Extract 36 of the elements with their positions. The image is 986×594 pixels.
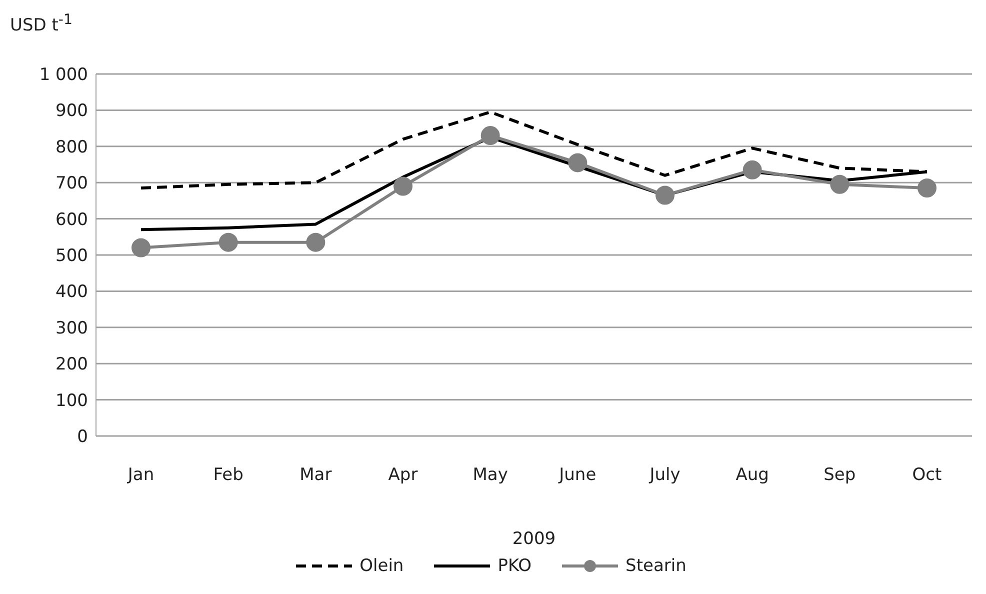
y-tick-label: 0 <box>77 427 88 448</box>
point <box>480 126 500 146</box>
y-tick-label: 1 000 <box>39 65 88 86</box>
point <box>306 232 326 252</box>
point <box>218 232 238 252</box>
x-tick-label: June <box>558 465 596 486</box>
legend-label: Olein <box>360 556 404 576</box>
y-tick-label: 200 <box>56 354 88 375</box>
y-tick-label: 900 <box>56 101 88 122</box>
y-tick-label: 600 <box>56 210 88 230</box>
legend-label: PKO <box>498 556 532 576</box>
x-tick-label: Jan <box>126 465 154 486</box>
legend-label: Stearin <box>626 556 686 576</box>
y-tick-label: 700 <box>56 174 88 194</box>
y-tick-label: 800 <box>56 137 88 158</box>
y-tick-label: 500 <box>56 246 88 266</box>
x-tick-label: Oct <box>912 465 942 486</box>
y-tick-label: 300 <box>56 318 88 338</box>
x-tick-label: July <box>648 465 680 486</box>
point <box>568 153 588 172</box>
point <box>742 160 762 180</box>
y-tick-label: 400 <box>56 282 88 302</box>
y-axis-title: USD t$^{-1}$ <box>10 12 73 36</box>
point <box>918 178 936 198</box>
point <box>656 186 674 205</box>
point <box>394 176 412 196</box>
y-tick-label: 100 <box>56 390 88 411</box>
point <box>132 238 150 258</box>
x-tick-label: May <box>472 465 508 486</box>
x-axis-title: 2009 <box>512 529 556 549</box>
x-tick-label: Feb <box>213 465 244 486</box>
point <box>830 174 850 194</box>
x-tick-label: Aug <box>736 465 769 486</box>
x-tick-label: Mar <box>300 465 332 486</box>
x-tick-label: Apr <box>388 465 418 486</box>
x-tick-label: Sep <box>824 465 856 486</box>
